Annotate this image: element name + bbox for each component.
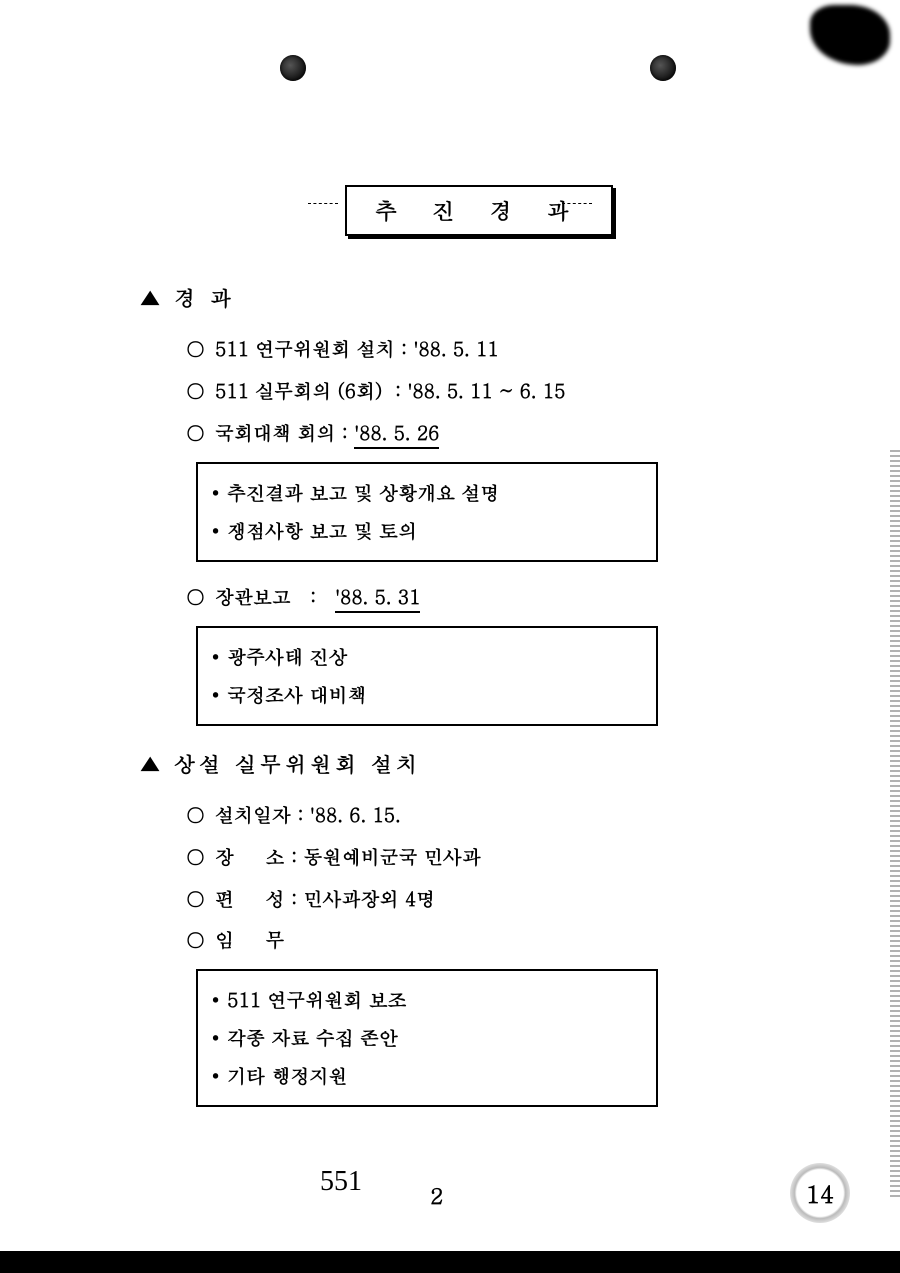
item-sep: : (382, 377, 407, 404)
punch-hole-left (280, 55, 306, 81)
page-stamp: 14 (790, 1163, 850, 1223)
circle-bullet-icon: ○ (186, 370, 205, 412)
punch-hole-right (650, 55, 676, 81)
detail-box: 추진결과 보고 및 상황개요 설명 쟁점사항 보고 및 토의 (196, 462, 658, 562)
item-sep: : (395, 335, 414, 362)
document-body: ▲ 경 과 ○ 511 연구위원회 설치 : '88. 5. 11 ○ 511 실무회… (140, 260, 780, 1121)
item-sep: : (335, 419, 354, 446)
item-label: 국회대책 회의 (215, 419, 335, 446)
item-label: 편 성 (215, 885, 285, 912)
item-sep: : (285, 885, 304, 912)
page-number-center: 2 (430, 1180, 443, 1211)
circle-bullet-icon: ○ (186, 836, 205, 878)
item-value: '88. 5. 31 (335, 583, 420, 613)
box-line: 쟁점사항 보고 및 토의 (212, 512, 642, 550)
detail-box: 광주사태 진상 국정조사 대비책 (196, 626, 658, 726)
item-value: '88. 6. 15. (310, 801, 401, 828)
item-sep: : (291, 801, 310, 828)
box-line: 기타 행정지원 (212, 1057, 642, 1095)
circle-bullet-icon: ○ (186, 576, 205, 618)
circle-bullet-icon: ○ (186, 412, 205, 454)
item-sep: : (291, 583, 335, 610)
list-item: ○ 편 성 : 민사과장외 4명 (186, 878, 780, 920)
document-title: 추 진 경 과 (375, 195, 583, 226)
page-stamp-number: 14 (806, 1176, 835, 1210)
item-value: '88. 5. 11 ~ 6. 15 (408, 377, 566, 404)
list-item: ○ 설치일자 : '88. 6. 15. (186, 794, 780, 836)
item-label: 511 실무회의 (6회) (215, 377, 382, 404)
triangle-bullet-icon: ▲ (140, 740, 164, 788)
section-heading-text: 상설 실무위원회 설치 (174, 748, 421, 778)
circle-bullet-icon: ○ (186, 794, 205, 836)
circle-bullet-icon: ○ (186, 878, 205, 920)
item-value: 동원예비군국 민사과 (304, 843, 481, 870)
box-line: 광주사태 진상 (212, 638, 642, 676)
section-heading: ▲ 상설 실무위원회 설치 (140, 740, 780, 788)
document-title-box: 추 진 경 과 (345, 185, 613, 236)
box-line: 국정조사 대비책 (212, 676, 642, 714)
circle-bullet-icon: ○ (186, 919, 205, 961)
circle-bullet-icon: ○ (186, 328, 205, 370)
triangle-bullet-icon: ▲ (140, 274, 164, 322)
document-page: 추 진 경 과 ▲ 경 과 ○ 511 연구위원회 설치 : '88. 5. 11 … (0, 0, 900, 1273)
list-item: ○ 511 실무회의 (6회) : '88. 5. 11 ~ 6. 15 (186, 370, 780, 412)
section-heading-text: 경 과 (174, 282, 235, 312)
list-item: ○ 511 연구위원회 설치 : '88. 5. 11 (186, 328, 780, 370)
section-heading: ▲ 경 과 (140, 274, 780, 322)
list-item: ○ 장 소 : 동원예비군국 민사과 (186, 836, 780, 878)
scan-smudge (810, 5, 890, 65)
item-value: '88. 5. 11 (414, 335, 499, 362)
title-dash-left (308, 203, 338, 204)
item-label: 장 소 (215, 843, 285, 870)
detail-box: 511 연구위원회 보조 각종 자료 수집 존안 기타 행정지원 (196, 969, 658, 1107)
item-value: 민사과장외 4명 (304, 885, 436, 912)
item-label: 511 연구위원회 설치 (215, 335, 395, 362)
page-number-left: 551 (320, 1166, 362, 1198)
scan-bottom-bar (0, 1251, 900, 1273)
box-line: 추진결과 보고 및 상황개요 설명 (212, 474, 642, 512)
item-label: 설치일자 (215, 801, 291, 828)
item-label: 장관보고 (215, 583, 291, 610)
list-item: ○ 국회대책 회의 : '88. 5. 26 (186, 412, 780, 454)
item-label: 임 무 (215, 926, 285, 953)
list-item: ○ 장관보고 : '88. 5. 31 (186, 576, 780, 618)
box-line: 각종 자료 수집 존안 (212, 1019, 642, 1057)
scan-edge-noise (890, 450, 900, 1200)
box-line: 511 연구위원회 보조 (212, 981, 642, 1019)
list-item: ○ 임 무 (186, 919, 780, 961)
item-sep: : (285, 843, 304, 870)
title-dash-right (562, 203, 592, 204)
item-value: '88. 5. 26 (354, 419, 439, 449)
